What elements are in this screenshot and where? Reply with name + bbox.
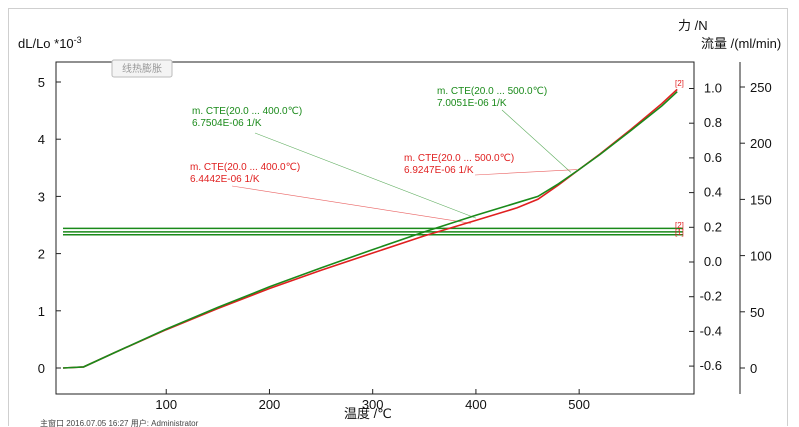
annotation-title: m. CTE(20.0 ... 500.0℃) <box>437 86 547 97</box>
force-tick-label: 0.4 <box>704 185 722 200</box>
footer-text: 主窗口 2016.07.05 16:27 用户: Administrator <box>40 418 199 427</box>
series-line <box>62 91 678 369</box>
annotation-title: m. CTE(20.0 ... 400.0℃) <box>190 162 300 173</box>
y-tick-label: 1 <box>38 304 45 319</box>
y-tick-label: 0 <box>38 361 45 376</box>
annotation-leader <box>501 109 572 173</box>
y-axis-label-left: dL/Lo *10-3 <box>18 35 82 51</box>
y-tick-label: 5 <box>38 75 45 90</box>
flow-tick-label: 100 <box>750 249 772 264</box>
plot-label-box: 线热膨胀 <box>111 59 173 78</box>
force-tick-label: 0.8 <box>704 115 722 130</box>
x-tick-label: 100 <box>155 397 177 412</box>
force-tick-label: -0.2 <box>700 289 722 304</box>
annotation-value: 6.7504E-06 1/K <box>192 118 262 129</box>
plot-label-bg <box>111 59 173 78</box>
y-axis-label-flow: 流量 /(ml/min) <box>701 36 781 51</box>
plot-label-text: 线热膨胀 <box>122 62 162 75</box>
force-tick-label: -0.6 <box>700 358 722 373</box>
annotation-leader <box>254 132 477 219</box>
annotation-title: m. CTE(20.0 ... 400.0℃) <box>192 106 302 117</box>
x-tick-label: 500 <box>568 397 590 412</box>
force-tick-label: 0.6 <box>704 150 722 165</box>
flow-tick-label: 150 <box>750 192 772 207</box>
annotation-leader <box>231 185 471 224</box>
annotation-value: 6.4442E-06 1/K <box>190 174 260 185</box>
end-marker-top: [2] <box>675 79 684 88</box>
flow-tick-label: 200 <box>750 136 772 151</box>
flow-tick-label: 250 <box>750 80 772 95</box>
annotation-value: 7.0051E-06 1/K <box>437 98 507 109</box>
end-marker-hline-upper: [2] <box>675 221 684 230</box>
y-tick-label: 2 <box>38 247 45 262</box>
force-tick-label: 0.0 <box>704 254 722 269</box>
annotation-value: 6.9247E-06 1/K <box>404 165 474 176</box>
annotation-leader <box>474 169 578 176</box>
y-tick-label: 3 <box>38 189 45 204</box>
plot-area <box>55 61 695 395</box>
force-tick-label: 1.0 <box>704 81 722 96</box>
end-marker-hline-lower: [1] <box>675 228 684 237</box>
flow-tick-label: 0 <box>750 361 757 376</box>
x-tick-label: 200 <box>259 397 281 412</box>
x-axis-label: 温度 /℃ <box>344 406 392 421</box>
annotation-title: m. CTE(20.0 ... 500.0℃) <box>404 153 514 164</box>
y-tick-label: 4 <box>38 132 45 147</box>
y-axis-label-force: 力 /N <box>678 18 708 33</box>
force-tick-label: 0.2 <box>704 219 722 234</box>
force-tick-label: -0.4 <box>700 323 722 338</box>
x-tick-label: 300 <box>362 397 384 412</box>
x-tick-label: 400 <box>465 397 487 412</box>
chart-frame <box>8 8 788 426</box>
flow-tick-label: 50 <box>750 305 764 320</box>
